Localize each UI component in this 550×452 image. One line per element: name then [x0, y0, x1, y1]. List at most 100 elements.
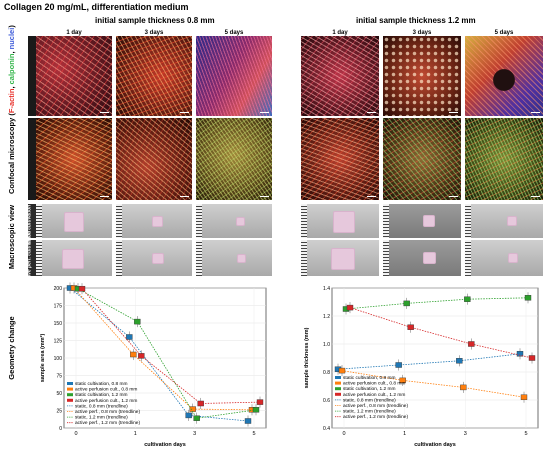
box-mark — [399, 377, 406, 384]
box-mark — [126, 334, 133, 340]
trendline — [81, 288, 261, 404]
ruler — [36, 240, 42, 276]
y-tick-label: 175 — [54, 304, 63, 310]
y-tick-label: 0 — [59, 426, 62, 432]
micro-right-perf-day1 — [301, 118, 379, 200]
box-mark — [464, 296, 471, 302]
box-mark — [468, 341, 475, 347]
trendline — [337, 353, 521, 370]
sample-photo — [64, 212, 84, 232]
trendline — [73, 287, 253, 411]
x-tick-label: 0 — [74, 431, 77, 437]
legend-swatch — [335, 381, 341, 385]
y-tick-label: 25 — [56, 409, 62, 415]
legend-label: active perf., 1.2 mm (trendline) — [75, 420, 140, 426]
legend-label: active perfusion cult., 1.2 mm — [343, 392, 405, 398]
sample-photo — [507, 216, 517, 226]
scale-bar — [531, 111, 540, 113]
x-axis-label: cultivation days — [144, 442, 186, 448]
y-tick-label: 0.4 — [323, 426, 330, 432]
scale-bar — [449, 111, 458, 113]
micro-right-perf-day3 — [383, 118, 461, 200]
macro-left-perf-day1 — [36, 240, 112, 276]
box-mark — [189, 406, 196, 412]
macro-right-static-day5 — [465, 204, 543, 238]
legend-label: active perfusion cult., 0.8 mm — [343, 381, 405, 387]
day-label-right-5: 5 days — [494, 30, 514, 36]
ruler — [301, 204, 307, 238]
box-mark — [138, 353, 145, 359]
macro-right-perf-day5 — [465, 240, 543, 276]
y-tick-label: 150 — [54, 321, 63, 327]
legend-swatch — [335, 392, 341, 396]
trendline — [349, 307, 533, 359]
scale-bar — [260, 111, 269, 113]
micro-left-perf-day3 — [116, 118, 192, 200]
box-mark — [193, 415, 200, 421]
ruler — [465, 204, 471, 238]
ruler — [116, 204, 122, 238]
row-label-strip-static — [28, 36, 36, 116]
legend-label: active perf., 0.8 mm (trendline) — [343, 403, 408, 409]
y-tick-label: 1.2 — [323, 314, 330, 320]
legend-label: static, 1.2 mm (trendline) — [75, 415, 128, 421]
macro-left-static-day1 — [36, 204, 112, 238]
ruler — [383, 240, 389, 276]
legend-label: active perf., 1.2 mm (trendline) — [343, 414, 408, 420]
box-mark — [244, 418, 252, 424]
box-mark — [78, 285, 86, 292]
left-group-title: initial sample thickness 0.8 mm — [95, 16, 215, 25]
legend-label: static cultivation, 0.8 mm — [343, 375, 396, 381]
x-tick-label: 1 — [134, 431, 137, 437]
geometry-section-label: Geometry change — [7, 316, 16, 380]
ruler — [301, 240, 307, 276]
macro-left-static-day3 — [116, 204, 192, 238]
sample-photo — [62, 249, 84, 269]
micro-right-static-day5 — [465, 36, 543, 116]
scale-bar — [367, 195, 376, 197]
macroscopic-section-label: Macroscopic view — [7, 204, 16, 270]
ruler — [383, 204, 389, 238]
trendline — [341, 370, 525, 398]
micro-left-perf-day5 — [196, 118, 272, 200]
legend-label: static cultivation, 1.2 mm — [75, 392, 128, 398]
legend-swatch — [67, 387, 73, 391]
legend-label: active perfusion cult., 1.2 mm — [75, 398, 137, 404]
box-mark — [395, 362, 402, 368]
micro-right-perf-day5 — [465, 118, 543, 200]
ruler — [36, 204, 42, 238]
sample-photo — [423, 252, 436, 264]
ruler — [196, 240, 202, 276]
scale-bar — [100, 195, 109, 197]
box-mark — [528, 355, 536, 361]
box-mark — [134, 318, 141, 325]
box-mark — [407, 324, 414, 330]
box-mark — [252, 407, 260, 413]
macro-right-static-day1 — [301, 204, 379, 238]
micro-right-static-day3 — [383, 36, 461, 116]
x-tick-label: 3 — [464, 431, 467, 437]
sample-photo — [333, 211, 355, 233]
box-mark — [185, 412, 192, 419]
y-axis-label: sample area (mm²) — [39, 334, 46, 383]
right-group-title: initial sample thickness 1.2 mm — [356, 16, 476, 25]
x-axis-label: cultivation days — [414, 442, 456, 448]
day-label-left-3: 3 days — [144, 30, 164, 36]
y-tick-label: 0.8 — [323, 370, 330, 376]
legend-label: static, 1.2 mm (trendline) — [343, 409, 396, 415]
micro-left-perf-day1 — [36, 118, 112, 200]
box-mark — [460, 384, 467, 391]
sample-photo — [423, 215, 435, 227]
box-mark — [346, 304, 354, 311]
micro-left-static-day1 — [36, 36, 112, 116]
y-axis-label: sample thickness (mm) — [304, 327, 310, 388]
micro-right-static-day1 — [301, 36, 379, 116]
row-label-strip-perfusion — [28, 118, 36, 200]
legend-swatch — [67, 382, 73, 385]
x-tick-label: 5 — [252, 431, 255, 437]
figure-title: Collagen 20 mg/mL, differentiation mediu… — [4, 2, 189, 12]
legend-swatch — [67, 393, 73, 397]
macro-right-static-day3 — [383, 204, 461, 238]
sample-photo — [508, 253, 518, 263]
box-mark — [256, 399, 264, 405]
